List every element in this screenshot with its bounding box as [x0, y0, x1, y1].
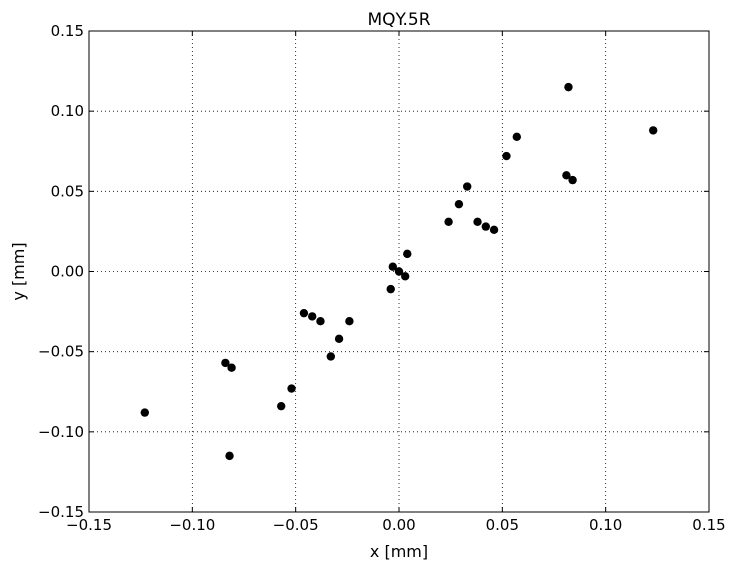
data-point: [334, 334, 344, 344]
data-points: [140, 82, 658, 461]
y-tick-label: −0.10: [38, 423, 84, 441]
chart-title: MQY.5R: [367, 10, 430, 30]
data-point: [463, 182, 472, 191]
data-point: [489, 225, 499, 235]
y-tick-label: 0.15: [51, 22, 84, 40]
data-point: [401, 272, 410, 281]
data-point: [277, 401, 286, 411]
data-point: [388, 262, 397, 271]
data-point: [394, 267, 404, 276]
y-tick-label: 0.10: [51, 102, 84, 120]
data-point: [473, 217, 482, 226]
data-point: [225, 451, 234, 461]
y-tick-label: 0.05: [51, 182, 84, 200]
data-point: [386, 284, 395, 294]
data-point: [140, 408, 149, 417]
x-tick-label: 0.15: [692, 516, 725, 534]
data-point: [227, 363, 236, 372]
data-point: [562, 171, 571, 180]
y-axis-label: y [mm]: [9, 242, 28, 300]
y-tick-label: −0.05: [38, 343, 84, 361]
data-point: [502, 151, 511, 161]
data-point: [444, 217, 453, 226]
data-point: [568, 175, 577, 185]
data-point: [299, 308, 309, 318]
data-point: [481, 222, 490, 231]
data-point: [316, 317, 325, 326]
data-point: [221, 358, 230, 368]
data-point: [512, 132, 521, 142]
y-tick-label: 0.00: [51, 263, 84, 281]
data-point: [308, 312, 317, 321]
y-tick-label: −0.15: [38, 503, 84, 521]
data-point: [564, 82, 573, 92]
x-tick-label: −0.05: [273, 516, 319, 534]
data-point: [326, 352, 335, 361]
data-point: [649, 126, 658, 135]
data-point: [403, 249, 412, 259]
x-tick-label: −0.15: [66, 516, 112, 534]
x-tick-label: −0.10: [169, 516, 215, 534]
x-tick-label: 0.10: [589, 516, 622, 534]
x-tick-label: 0.05: [486, 516, 519, 534]
axis-ticks: −0.15 −0.10 −0.05 0.00 0.05 0.10 0.15 −0.15 −0.1…: [38, 22, 726, 534]
data-point: [287, 384, 296, 393]
x-tick-label: 0.00: [382, 516, 415, 534]
data-point: [345, 317, 354, 326]
data-point: [454, 199, 464, 209]
x-axis-label: x [mm]: [370, 542, 428, 561]
